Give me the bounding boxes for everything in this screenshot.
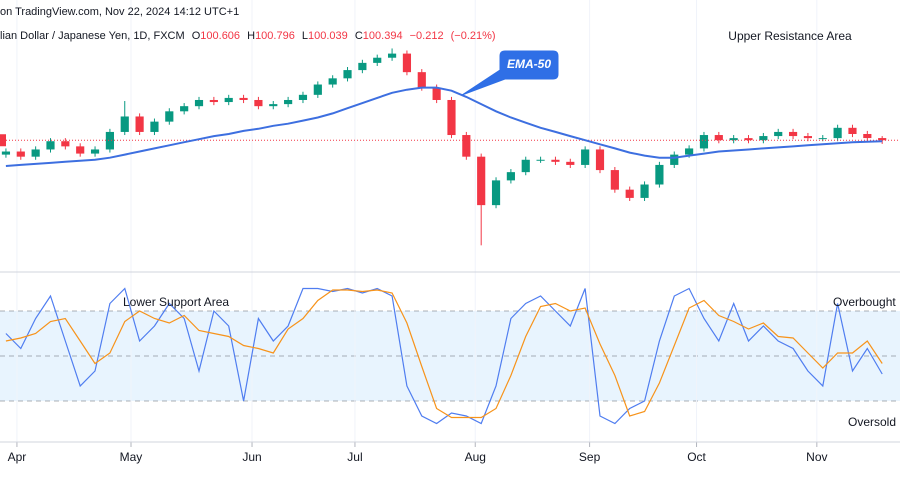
candle-body — [387, 53, 397, 58]
candle-body — [373, 57, 382, 63]
ohlc-value: 100.394 — [363, 30, 403, 42]
candle-body — [744, 138, 753, 141]
candle-body — [566, 161, 575, 165]
x-tick-label: Jun — [242, 450, 261, 464]
callout-label: EMA-50 — [507, 57, 551, 71]
ema-callout: EMA-50 — [461, 50, 559, 96]
ohlc-value: 100.039 — [308, 30, 348, 42]
candle-body — [714, 135, 723, 141]
candle-body — [536, 159, 545, 161]
candle-body — [135, 116, 144, 132]
ohlc-value: 100.796 — [255, 30, 295, 42]
change: −0.212 — [410, 30, 444, 42]
candle-body — [358, 62, 367, 71]
x-tick-label: Oct — [687, 450, 706, 464]
candle-body — [878, 138, 887, 141]
candle-body — [284, 99, 293, 105]
candle-body — [298, 94, 308, 100]
candle-body — [76, 146, 85, 154]
candle-body — [774, 131, 783, 137]
candle-body — [254, 99, 263, 107]
symbol-name: lian Dollar / Japanese Yen, 1D, FXCM — [0, 30, 185, 42]
candle-body — [31, 149, 40, 157]
candle-body — [729, 138, 738, 141]
candle-body — [224, 97, 233, 103]
stochastic-line — [5, 287, 883, 425]
candle-body — [595, 149, 605, 171]
candle-body — [462, 135, 471, 157]
x-tick-label: May — [120, 450, 143, 464]
candle-body — [521, 159, 530, 173]
candle-body — [848, 127, 857, 134]
candle-body — [788, 131, 798, 137]
candle-body — [581, 149, 590, 165]
x-tick-label: Jul — [347, 450, 362, 464]
ohlc-label: L — [302, 30, 308, 42]
x-tick-label: Sep — [579, 450, 601, 464]
candle-body — [209, 99, 218, 103]
annotation: Lower Support Area — [123, 295, 229, 309]
chart-title: on TradingView.com, Nov 22, 2024 14:12 U… — [0, 6, 239, 18]
candle-body — [313, 84, 322, 95]
x-tick-label: Nov — [806, 450, 827, 464]
candle-body — [402, 53, 412, 73]
candle-body — [818, 138, 827, 140]
candle-body — [269, 104, 278, 107]
candle-body — [120, 116, 129, 132]
candle-body — [685, 148, 694, 155]
candle-body — [655, 164, 664, 185]
callout-bubble — [461, 50, 559, 96]
candle-body — [180, 106, 189, 112]
candle-body — [447, 99, 456, 136]
candle-body — [610, 170, 619, 190]
ohlc-value: 100.606 — [200, 30, 240, 42]
ohlc-label: C — [355, 30, 363, 42]
candle-body — [239, 97, 248, 100]
ohlc-label: O — [192, 30, 201, 42]
candle-body — [759, 136, 768, 141]
candle-body — [417, 72, 426, 88]
annotation: Oversold — [848, 415, 896, 429]
candle-body — [491, 180, 501, 206]
candle-body — [328, 78, 337, 85]
candle-body — [803, 136, 813, 139]
candle-body — [625, 189, 634, 198]
candle-body — [670, 154, 679, 165]
candle-body — [150, 121, 159, 132]
candle-body — [432, 87, 441, 100]
candle-body — [61, 141, 70, 147]
x-tick-label: Aug — [465, 450, 486, 464]
candle-body — [1, 151, 11, 155]
candle-body — [343, 70, 352, 79]
candle-body — [194, 99, 204, 107]
ema-line — [5, 86, 883, 167]
ohlc-label: H — [247, 30, 255, 42]
candle-body — [863, 134, 872, 139]
annotation: Upper Resistance Area — [728, 29, 852, 43]
candle-body — [46, 141, 55, 150]
symbol-line: lian Dollar / Japanese Yen, 1D, FXCM O10… — [0, 30, 496, 42]
candle-body — [477, 156, 486, 206]
x-tick-label: Apr — [8, 450, 27, 464]
candle-body — [699, 135, 709, 149]
candle-body — [640, 184, 649, 198]
plot-layer: Apr May Jun Jul Aug Sep Oct Nov — [0, 0, 900, 464]
candle-body — [833, 127, 842, 139]
candle-body — [165, 111, 174, 122]
candle-body — [16, 151, 25, 157]
candle-body — [105, 131, 114, 150]
last-price-marker — [0, 134, 6, 147]
stochastic-line — [5, 289, 883, 419]
change-percent: (−0.21%) — [451, 30, 496, 42]
candle-body — [506, 172, 515, 181]
candle-body — [90, 149, 100, 154]
annotation: Overbought — [833, 295, 896, 309]
candle-body — [551, 159, 560, 162]
